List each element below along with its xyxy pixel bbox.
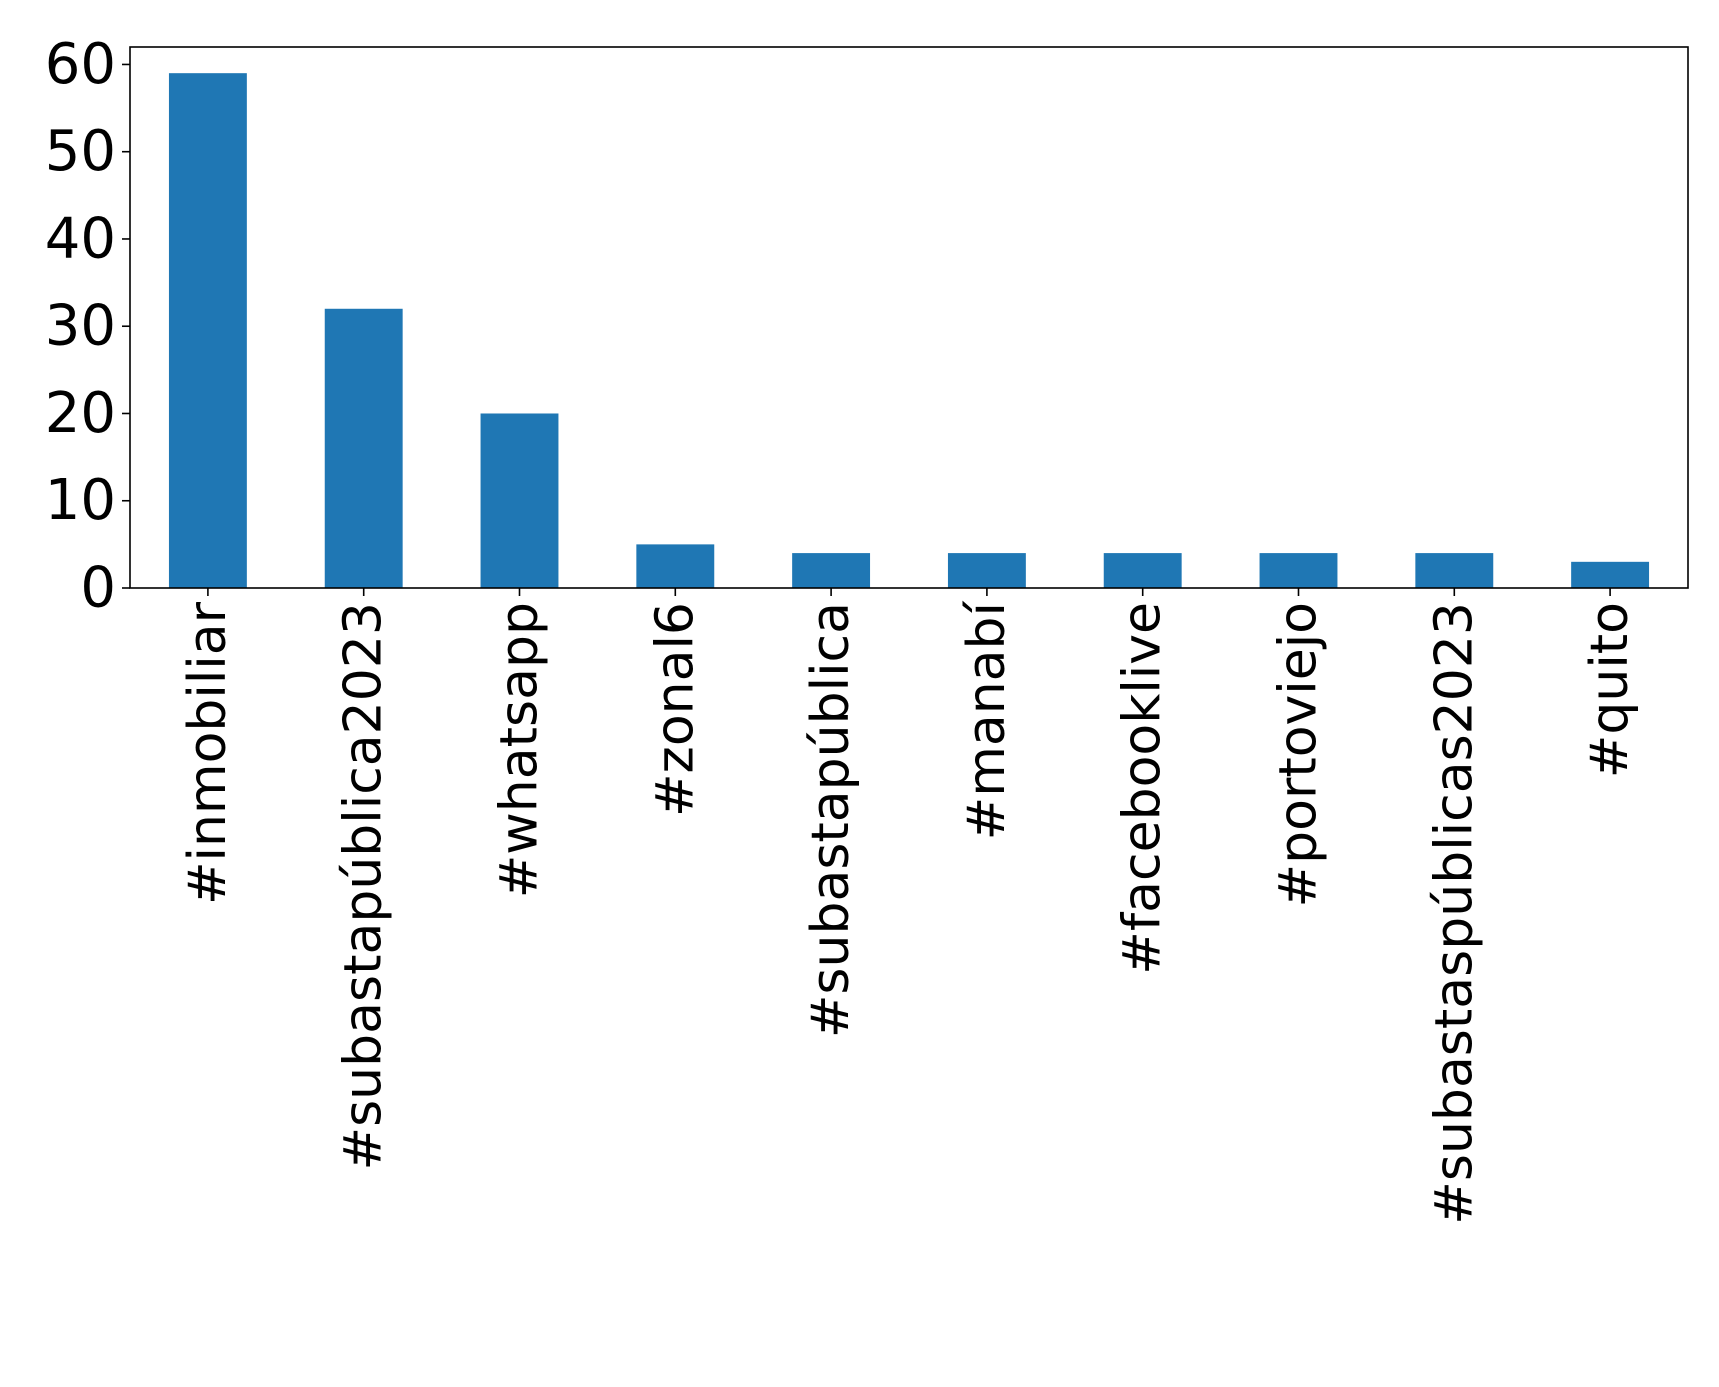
y-axis: 0 10 20 30 40 50 60	[45, 32, 130, 621]
x-tick-label: #manabí	[957, 600, 1017, 840]
x-tick-label: #facebooklive	[1113, 602, 1173, 975]
x-tick-label: #portoviejo	[1269, 602, 1329, 907]
y-tick-label: 0	[80, 556, 116, 621]
y-tick-label: 30	[45, 294, 116, 359]
y-tick-label: 50	[45, 119, 116, 184]
x-tick-label: #inmobiliar	[178, 601, 238, 905]
y-tick-label: 10	[45, 468, 116, 533]
bar	[1259, 553, 1338, 588]
y-tick-label: 20	[45, 381, 116, 446]
bar	[1571, 561, 1650, 588]
x-tick-label: #quito	[1580, 602, 1640, 778]
bars-layer	[168, 73, 1650, 588]
y-tick-label: 60	[45, 32, 116, 97]
bar	[168, 73, 247, 588]
x-tick-label: #subastapública	[801, 602, 861, 1038]
x-tick-label: #zonal6	[645, 602, 705, 817]
bar	[1103, 553, 1182, 588]
y-tick-label: 40	[45, 206, 116, 271]
bar	[324, 308, 403, 588]
x-tick-label: #whatsapp	[490, 602, 550, 898]
x-axis: #inmobiliar #subastapública2023 #whatsapp #…	[178, 588, 1640, 1225]
x-tick-label: #subastapública2023	[334, 602, 394, 1171]
plot-frame	[129, 46, 1689, 589]
bar	[947, 553, 1026, 588]
bar	[792, 553, 871, 588]
bar	[1415, 553, 1494, 588]
x-tick-label: #subastaspúblicas2023	[1424, 602, 1484, 1225]
bar	[636, 544, 715, 588]
bar	[480, 413, 559, 588]
